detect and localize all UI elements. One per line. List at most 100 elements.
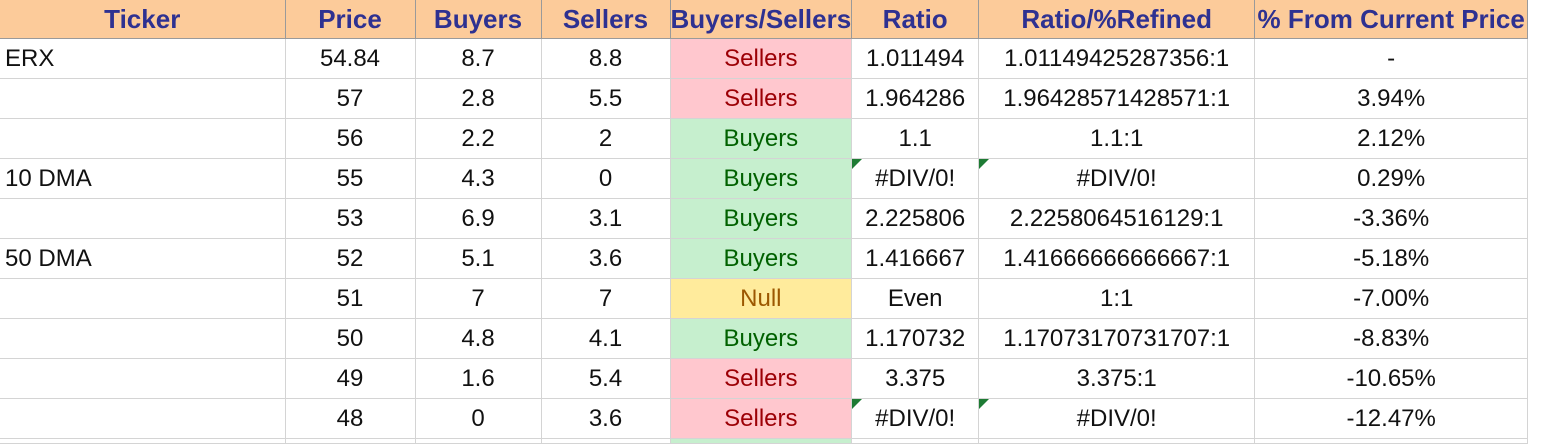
buyers-cell[interactable]: 6.9 [415, 198, 542, 239]
empty-cell[interactable] [541, 438, 671, 444]
buyers-sellers-cell[interactable]: Buyers [670, 158, 853, 199]
pct-from-price-cell[interactable]: 0.29% [1254, 158, 1529, 199]
table-row: 53 6.9 3.1 Buyers 2.225806 2.2258064516129:1-… [0, 198, 1529, 239]
header-ratio-refined[interactable]: Ratio/%Refined [978, 0, 1256, 39]
price-cell[interactable]: 48 [285, 398, 416, 439]
ratio-cell[interactable]: 2.225806 [851, 198, 980, 239]
ticker-cell[interactable] [0, 318, 286, 359]
ratio-cell[interactable]: 1.964286 [851, 78, 980, 119]
sellers-cell[interactable]: 3.6 [541, 238, 671, 279]
buyers-cell[interactable]: 4.8 [415, 318, 542, 359]
sellers-cell[interactable]: 5.5 [541, 78, 671, 119]
ratio-refined-cell[interactable]: #DIV/0! [978, 398, 1256, 439]
ticker-cell[interactable] [0, 118, 286, 159]
ratio-refined-cell[interactable]: 1.17073170731707:1 [978, 318, 1256, 359]
buyers-sellers-cell[interactable]: Sellers [670, 398, 853, 439]
empty-cell[interactable] [285, 438, 416, 444]
ticker-cell[interactable] [0, 278, 286, 319]
sellers-cell[interactable]: 8.8 [541, 38, 671, 79]
buyers-sellers-cell[interactable]: Buyers [670, 198, 853, 239]
ticker-cell[interactable] [0, 358, 286, 399]
ratio-refined-cell[interactable]: 1.41666666666667:1 [978, 238, 1256, 279]
ticker-cell[interactable] [0, 198, 286, 239]
pct-from-price-cell[interactable]: -5.18% [1254, 238, 1529, 279]
pct-from-price-cell[interactable]: - [1254, 38, 1529, 79]
table-row: 50 DMA 52 5.1 3.6 Buyers 1.416667 1.4166666666… [0, 238, 1529, 279]
sellers-cell[interactable]: 3.1 [541, 198, 671, 239]
ticker-cell[interactable] [0, 398, 286, 439]
ticker-cell[interactable] [0, 78, 286, 119]
empty-cell[interactable] [415, 438, 542, 444]
price-cell[interactable]: 51 [285, 278, 416, 319]
price-cell[interactable]: 57 [285, 78, 416, 119]
buyers-cell[interactable]: 8.7 [415, 38, 542, 79]
buyers-cell[interactable]: 2.2 [415, 118, 542, 159]
ratio-cell[interactable]: #DIV/0! [851, 158, 980, 199]
price-cell[interactable]: 49 [285, 358, 416, 399]
buyers-sellers-cell[interactable]: Sellers [670, 38, 853, 79]
price-cell[interactable]: 53 [285, 198, 416, 239]
empty-cell[interactable] [1254, 438, 1529, 444]
table-row: 51 7 7 Null Even 1:1 -7.00% [0, 278, 1529, 319]
header-buyers-sellers[interactable]: Buyers/Sellers [670, 0, 853, 39]
empty-cell[interactable] [851, 438, 980, 444]
pct-from-price-cell[interactable]: -12.47% [1254, 398, 1529, 439]
pct-from-price-cell[interactable]: -8.83% [1254, 318, 1529, 359]
ratio-refined-cell[interactable]: 1.96428571428571:1 [978, 78, 1256, 119]
ratio-refined-cell[interactable]: 1.01149425287356:1 [978, 38, 1256, 79]
ratio-cell[interactable]: Even [851, 278, 980, 319]
pct-from-price-cell[interactable]: -7.00% [1254, 278, 1529, 319]
price-cell[interactable]: 54.84 [285, 38, 416, 79]
ratio-cell[interactable]: 1.416667 [851, 238, 980, 279]
ratio-refined-cell[interactable]: #DIV/0! [978, 158, 1256, 199]
buyers-cell[interactable]: 5.1 [415, 238, 542, 279]
header-pct-from-price[interactable]: % From Current Price [1254, 0, 1529, 39]
sellers-cell[interactable]: 5.4 [541, 358, 671, 399]
buyers-cell[interactable]: 2.8 [415, 78, 542, 119]
ratio-refined-cell[interactable]: 1.1:1 [978, 118, 1256, 159]
header-ratio[interactable]: Ratio [851, 0, 980, 39]
pct-from-price-cell[interactable]: 2.12% [1254, 118, 1529, 159]
empty-cell[interactable] [0, 438, 286, 444]
sellers-cell[interactable]: 0 [541, 158, 671, 199]
price-cell[interactable]: 52 [285, 238, 416, 279]
header-price[interactable]: Price [285, 0, 416, 39]
buyers-sellers-cell[interactable]: Buyers [670, 238, 853, 279]
pct-from-price-cell[interactable]: -3.36% [1254, 198, 1529, 239]
sellers-cell[interactable]: 4.1 [541, 318, 671, 359]
price-cell[interactable]: 55 [285, 158, 416, 199]
buyers-sellers-cell[interactable]: Buyers [670, 318, 853, 359]
sellers-cell[interactable]: 3.6 [541, 398, 671, 439]
buyers-cell[interactable]: 4.3 [415, 158, 542, 199]
ticker-cell[interactable]: 10 DMA [0, 158, 286, 199]
ratio-cell[interactable]: 1.1 [851, 118, 980, 159]
header-ticker[interactable]: Ticker [0, 0, 286, 39]
ratio-cell[interactable]: 1.170732 [851, 318, 980, 359]
ticker-cell[interactable]: ERX [0, 38, 286, 79]
empty-cell[interactable] [978, 438, 1256, 444]
ratio-refined-cell[interactable]: 1:1 [978, 278, 1256, 319]
buyers-sellers-cell[interactable]: Sellers [670, 358, 853, 399]
ratio-cell[interactable]: #DIV/0! [851, 398, 980, 439]
pct-from-price-cell[interactable]: -10.65% [1254, 358, 1529, 399]
buyers-cell[interactable]: 7 [415, 278, 542, 319]
empty-cell[interactable] [670, 438, 853, 444]
pct-from-price-cell[interactable]: 3.94% [1254, 78, 1529, 119]
buyers-sellers-cell[interactable]: Sellers [670, 78, 853, 119]
buyers-cell[interactable]: 1.6 [415, 358, 542, 399]
sellers-cell[interactable]: 7 [541, 278, 671, 319]
ticker-cell[interactable]: 50 DMA [0, 238, 286, 279]
sellers-cell[interactable]: 2 [541, 118, 671, 159]
buyers-cell[interactable]: 0 [415, 398, 542, 439]
ratio-refined-cell[interactable]: 3.375:1 [978, 358, 1256, 399]
header-buyers[interactable]: Buyers [415, 0, 542, 39]
price-cell[interactable]: 56 [285, 118, 416, 159]
price-cell[interactable]: 50 [285, 318, 416, 359]
ratio-cell[interactable]: 1.011494 [851, 38, 980, 79]
buyers-sellers-cell[interactable]: Buyers [670, 118, 853, 159]
ratio-cell[interactable]: 3.375 [851, 358, 980, 399]
table-row: 49 1.6 5.4 Sellers 3.375 3.375:1 -10.65% [0, 358, 1529, 399]
ratio-refined-cell[interactable]: 2.2258064516129:1 [978, 198, 1256, 239]
header-sellers[interactable]: Sellers [541, 0, 671, 39]
buyers-sellers-cell[interactable]: Null [670, 278, 853, 319]
